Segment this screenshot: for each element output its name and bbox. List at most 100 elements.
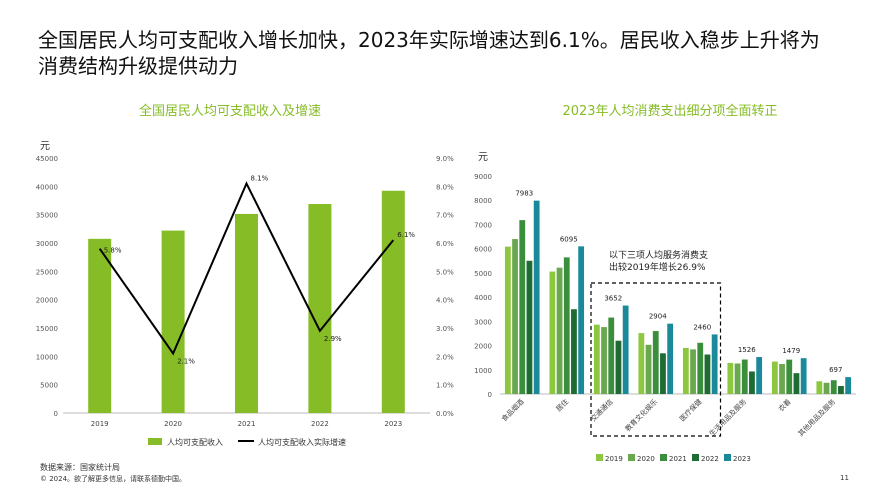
right-x-tick-label: 教育文化娱乐 xyxy=(623,397,659,433)
left-y-tick-label: 20000 xyxy=(36,297,58,305)
left-y-tick-label: 10000 xyxy=(36,353,58,361)
right-y-tick-label: 8000 xyxy=(474,197,492,205)
expense-bar-2021 xyxy=(652,331,659,394)
legend-label-2023: 2023 xyxy=(733,455,751,463)
left-y2-tick-label: 4.0% xyxy=(436,297,454,305)
left-y-tick-label: 40000 xyxy=(36,183,58,191)
left-x-tick-label: 2019 xyxy=(91,420,109,428)
right-x-tick-label: 其他用品及服务 xyxy=(796,397,837,438)
expense-value-label: 2904 xyxy=(649,313,667,321)
expense-bar-2020 xyxy=(601,327,607,394)
expense-bar-2023 xyxy=(800,358,807,394)
expense-bar-2019 xyxy=(771,361,778,394)
legend-swatch-2023 xyxy=(724,454,731,461)
page-headline: 全国居民人均可支配收入增长加快，2023年实际增速达到6.1%。居民收入稳步上升… xyxy=(38,28,820,78)
expense-value-label: 6095 xyxy=(560,235,578,243)
left-y2-tick-label: 8.0% xyxy=(436,183,454,191)
left-y-tick-label: 30000 xyxy=(36,240,58,248)
expense-value-label: 7983 xyxy=(515,190,533,198)
expense-value-label: 1479 xyxy=(782,347,800,355)
expense-bar-2019 xyxy=(816,381,823,394)
left-y2-tick-label: 6.0% xyxy=(436,240,454,248)
right-x-tick-label: 交通通信 xyxy=(589,397,615,423)
legend-label-2019: 2019 xyxy=(605,455,623,463)
legend-label-2022: 2022 xyxy=(701,455,719,463)
expense-bar-2023 xyxy=(756,357,763,394)
right-y-tick-label: 1000 xyxy=(474,367,492,375)
expense-bar-2020 xyxy=(823,382,830,394)
left-y-tick-label: 0 xyxy=(54,410,58,418)
service-annotation-box xyxy=(590,282,722,437)
expense-bar-2022 xyxy=(749,371,755,394)
income-bar xyxy=(308,203,332,413)
expense-value-label: 1526 xyxy=(738,346,756,354)
data-source-note: 数据来源：国家统计局 xyxy=(40,463,120,472)
expense-bar-2022 xyxy=(615,340,622,394)
expense-bar-2020 xyxy=(645,344,652,394)
expense-bar-2023 xyxy=(533,200,540,394)
left-y-tick-label: 5000 xyxy=(40,382,58,390)
expense-value-label: 3652 xyxy=(604,295,622,303)
expense-bar-2022 xyxy=(660,353,666,394)
growth-rate-label: 8.1% xyxy=(251,175,269,183)
legend-bar-label: 人均可支配收入 xyxy=(167,437,223,447)
expense-bar-2022 xyxy=(838,386,844,394)
left-y-axis-label: 元 xyxy=(40,141,50,152)
expense-bar-2023 xyxy=(578,246,585,394)
left-y-tick-label: 45000 xyxy=(36,155,58,163)
left-y-tick-label: 25000 xyxy=(36,268,58,276)
expense-bar-2022 xyxy=(704,354,711,394)
legend-bar-swatch xyxy=(148,438,162,445)
expense-bar-2019 xyxy=(727,362,734,394)
page-number: 11 xyxy=(840,474,849,482)
growth-rate-label: 2.1% xyxy=(177,358,195,366)
growth-rate-line xyxy=(98,181,395,356)
right-y-tick-label: 0 xyxy=(488,391,492,399)
expense-bar-2020 xyxy=(734,363,741,394)
expense-bar-2019 xyxy=(549,271,556,394)
growth-rate-label: 6.1% xyxy=(397,231,415,239)
expense-value-label: 697 xyxy=(829,366,842,374)
right-y-tick-label: 9000 xyxy=(474,173,492,181)
expense-bar-2022 xyxy=(793,373,800,394)
expense-bar-2021 xyxy=(830,380,837,394)
left-y-tick-label: 35000 xyxy=(36,212,58,220)
right-y-tick-label: 7000 xyxy=(474,221,492,229)
legend-swatch-2022 xyxy=(692,454,699,461)
expense-bar-2020 xyxy=(512,239,518,394)
left-x-tick-label: 2023 xyxy=(384,420,402,428)
expense-bar-2021 xyxy=(563,257,570,394)
left-y2-tick-label: 9.0% xyxy=(436,155,454,163)
left-y2-tick-label: 5.0% xyxy=(436,268,454,276)
expense-bar-2021 xyxy=(608,317,615,394)
right-y-axis-label: 元 xyxy=(478,152,488,163)
left-x-tick-label: 2022 xyxy=(311,420,329,428)
right-chart-title: 2023年人均消费支出细分项全面转正 xyxy=(562,104,778,119)
right-x-tick-label: 生活用品及服务 xyxy=(707,397,748,438)
legend-swatch-2020 xyxy=(628,454,635,461)
right-y-tick-label: 6000 xyxy=(474,246,492,254)
expense-bar-2021 xyxy=(786,359,793,394)
right-x-tick-label: 衣着 xyxy=(776,397,792,413)
right-x-tick-label: 居住 xyxy=(554,397,570,413)
service-annotation-text-line1: 以下三项人均服务消费支 xyxy=(609,249,708,261)
left-y-tick-label: 15000 xyxy=(36,325,58,333)
left-x-tick-label: 2021 xyxy=(238,420,256,428)
expense-bar-2021 xyxy=(741,359,748,394)
right-y-tick-label: 3000 xyxy=(474,318,492,326)
service-annotation-text-line2: 出较2019年增长26.9% xyxy=(609,261,706,273)
legend-label-2021: 2021 xyxy=(669,455,687,463)
expense-bar-2019 xyxy=(504,246,511,394)
expense-bar-2019 xyxy=(638,333,645,394)
expense-bar-2021 xyxy=(519,220,526,394)
legend-label-2020: 2020 xyxy=(637,455,655,463)
expense-value-label: 2460 xyxy=(693,323,711,331)
right-x-tick-label: 食品烟酒 xyxy=(500,397,526,423)
expense-bar-2020 xyxy=(556,267,563,394)
legend-line-label: 人均可支配收入实际增速 xyxy=(258,437,346,447)
copyright-note: © 2024。欲了解更多信息，请联系德勤中国。 xyxy=(40,475,187,483)
expense-bar-2023 xyxy=(622,305,629,394)
left-x-tick-label: 2020 xyxy=(164,420,182,428)
expense-bar-2023 xyxy=(845,377,852,394)
